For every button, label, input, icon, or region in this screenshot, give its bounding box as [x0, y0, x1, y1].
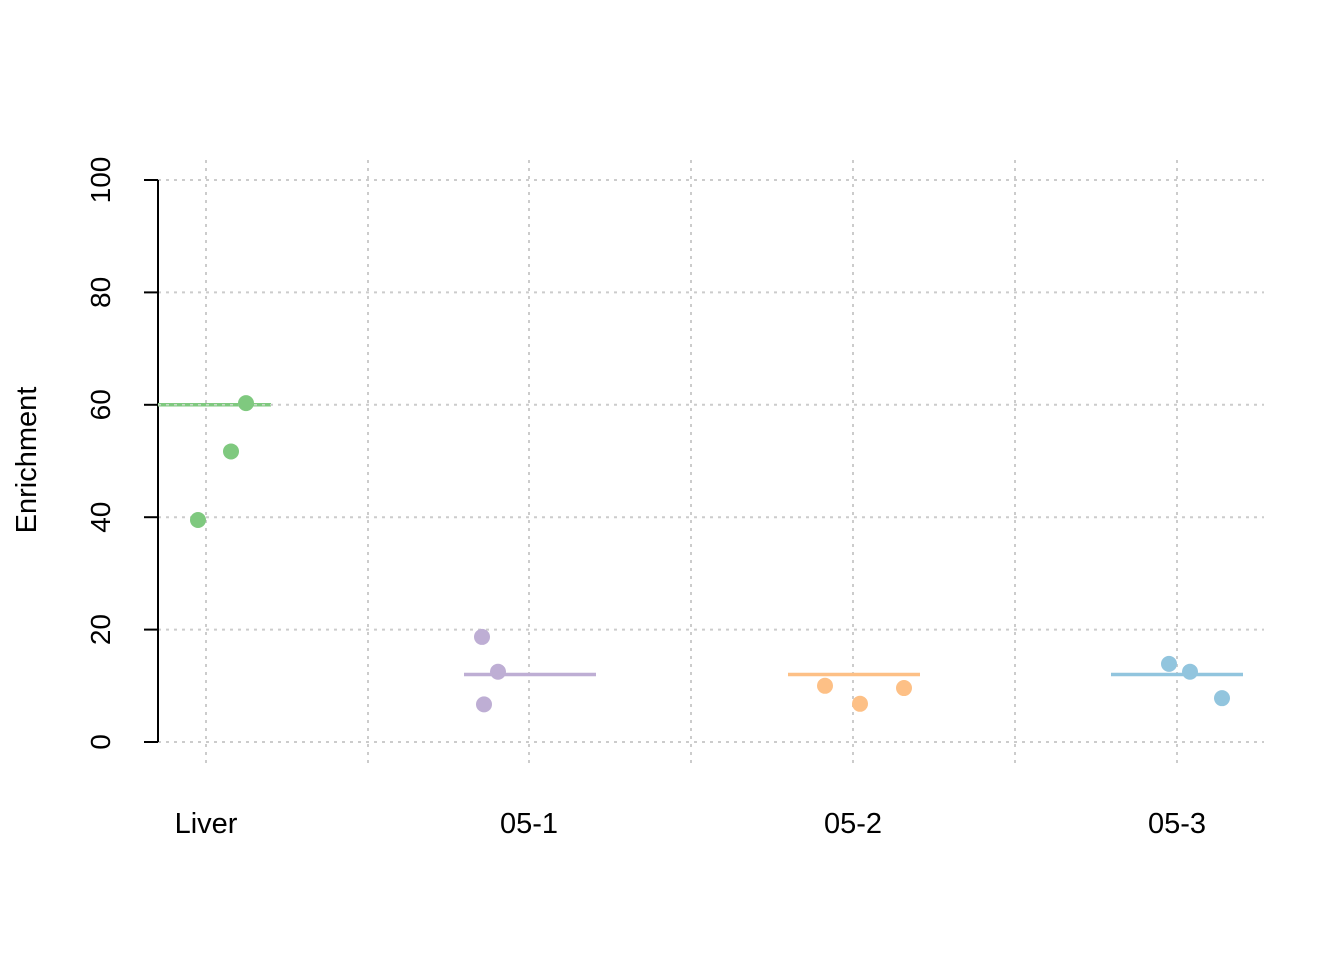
data-point-05-3 — [1214, 690, 1230, 707]
y-tick-label: 40 — [85, 502, 116, 533]
data-point-05-2 — [852, 695, 868, 712]
data-point-05-1 — [474, 628, 490, 645]
y-axis: 0 20 40 60 80 100 — [85, 157, 159, 750]
y-tick-label: 0 — [85, 734, 116, 750]
data-point-05-2 — [817, 677, 833, 694]
y-tick-label: 80 — [85, 277, 116, 308]
data-point-Liver — [223, 443, 239, 460]
category-label-05-3: 05-3 — [1148, 808, 1206, 840]
data-point-Liver — [238, 395, 254, 412]
data-point-05-3 — [1161, 655, 1177, 672]
y-tick-label: 100 — [85, 157, 116, 204]
data-point-05-1 — [490, 663, 506, 680]
y-axis-title: Enrichment — [11, 387, 43, 534]
data-points — [190, 395, 1230, 713]
data-point-05-3 — [1182, 663, 1198, 680]
data-point-05-2 — [896, 680, 912, 697]
category-label-05-2: 05-2 — [824, 808, 882, 840]
category-label-Liver: Liver — [175, 808, 238, 840]
category-labels: Liver 05-1 05-2 05-3 — [175, 808, 1206, 840]
data-point-05-1 — [476, 696, 492, 713]
y-tick-label: 60 — [85, 389, 116, 420]
grid-lines — [158, 160, 1264, 764]
category-label-05-1: 05-1 — [500, 808, 558, 840]
mean-lines — [158, 403, 1243, 677]
y-tick-label: 20 — [85, 614, 116, 645]
data-point-Liver — [190, 512, 206, 529]
